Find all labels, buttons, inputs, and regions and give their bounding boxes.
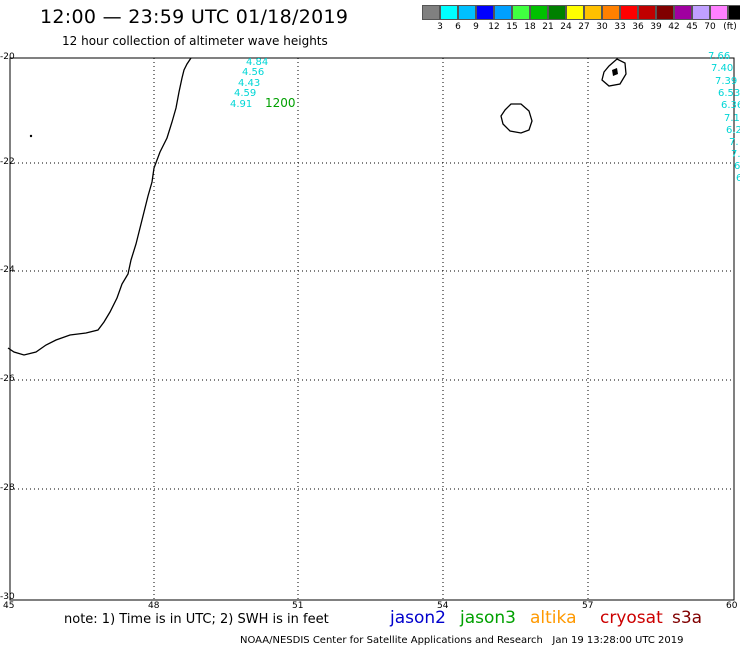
small-islet — [29, 134, 33, 138]
satellite-cryosat: cryosat — [600, 608, 663, 628]
lat-tick-label: -20 — [0, 52, 15, 62]
wave-height-value: 7.66 — [708, 51, 731, 62]
legend-swatch — [728, 5, 740, 20]
legend-label: 12 — [488, 22, 500, 32]
wave-height-value: 6 — [736, 173, 740, 184]
lat-tick-label: -30 — [0, 592, 15, 602]
graticule — [10, 58, 734, 600]
legend-swatch — [584, 5, 602, 20]
lon-tick-label: 51 — [292, 601, 304, 611]
wave-height-value: 4.56 — [242, 67, 265, 78]
legend-label: 45 — [686, 22, 698, 32]
legend-label: 6 — [455, 22, 461, 32]
legend-swatch — [566, 5, 584, 20]
legend-label: 42 — [668, 22, 680, 32]
legend-label: 33 — [614, 22, 626, 32]
wave-height-value: 7.39 — [715, 76, 738, 87]
map-subtitle: 12 hour collection of altimeter wave hei… — [62, 34, 328, 48]
legend-label: 15 — [506, 22, 518, 32]
wave-height-value: 7.40 — [711, 63, 734, 74]
mauritius-island — [601, 58, 627, 87]
map-title: 12:00 — 23:59 UTC 01/18/2019 — [40, 6, 349, 28]
legend-swatch — [692, 5, 710, 20]
legend-label: 30 — [596, 22, 608, 32]
generated-timestamp: Jan 19 13:28:00 UTC 2019 — [552, 635, 684, 646]
map-frame — [9, 57, 735, 601]
footer-credit: NOAA/NESDIS Center for Satellite Applica… — [240, 635, 683, 646]
lon-tick-label: 57 — [582, 601, 594, 611]
lon-tick-label: 45 — [3, 601, 15, 611]
legend-label: 21 — [542, 22, 554, 32]
legend-label: 9 — [473, 22, 479, 32]
islet-shape — [612, 68, 618, 76]
legend-label: 3 — [437, 22, 443, 32]
wave-height-value: 6.53 — [718, 88, 740, 99]
legend-label: 36 — [632, 22, 644, 32]
legend-swatch — [548, 5, 566, 20]
legend-swatch — [458, 5, 476, 20]
credit-text: NOAA/NESDIS Center for Satellite Applica… — [240, 635, 543, 646]
lon-tick-label: 48 — [148, 601, 160, 611]
legend-label: 27 — [578, 22, 590, 32]
satellite-s3a: s3a — [672, 608, 703, 628]
wave-height-value: 7.1 — [724, 113, 740, 124]
legend-swatch — [602, 5, 620, 20]
wave-height-value: 4.91 — [230, 99, 253, 110]
legend-swatch — [476, 5, 494, 20]
lat-tick-label: -28 — [0, 483, 15, 493]
wave-height-value: 4.59 — [234, 88, 257, 99]
wave-height-value: 6 — [734, 161, 740, 172]
satellite-jason2: jason2 — [390, 608, 446, 628]
legend-label: 18 — [524, 22, 536, 32]
wave-height-value: 7. — [731, 149, 740, 160]
legend-swatch — [530, 5, 548, 20]
footer-note: note: 1) Time is in UTC; 2) SWH is in fe… — [64, 612, 329, 627]
lon-tick-label: 60 — [726, 601, 738, 611]
satellite-jason3: jason3 — [460, 608, 516, 628]
legend-swatch — [638, 5, 656, 20]
lat-tick-label: -26 — [0, 374, 15, 384]
legend-swatch — [620, 5, 638, 20]
lat-tick-label: -22 — [0, 157, 15, 167]
reunion-island — [500, 103, 533, 134]
pass-time-label: 1200 — [265, 96, 296, 110]
legend-swatch — [422, 5, 440, 20]
legend-swatch — [656, 5, 674, 20]
legend-swatch — [674, 5, 692, 20]
legend-swatch — [494, 5, 512, 20]
legend-label: 70 — [704, 22, 716, 32]
legend-swatch — [710, 5, 728, 20]
wave-height-value: 4.43 — [238, 78, 261, 89]
lon-tick-label: 54 — [437, 601, 449, 611]
satellite-altika: altika — [530, 608, 577, 628]
legend-swatch — [440, 5, 458, 20]
lat-tick-label: -24 — [0, 265, 15, 275]
wave-height-value: 4.84 — [246, 57, 269, 68]
legend-swatch — [512, 5, 530, 20]
wave-height-value: 6.36 — [721, 100, 740, 111]
wave-height-value: 6.2 — [726, 125, 740, 136]
legend-label: 39 — [650, 22, 662, 32]
wave-height-value: 7. — [729, 137, 739, 148]
legend-label: 24 — [560, 22, 572, 32]
legend-unit: (ft) — [723, 22, 737, 32]
madagascar-coastline — [7, 57, 192, 356]
